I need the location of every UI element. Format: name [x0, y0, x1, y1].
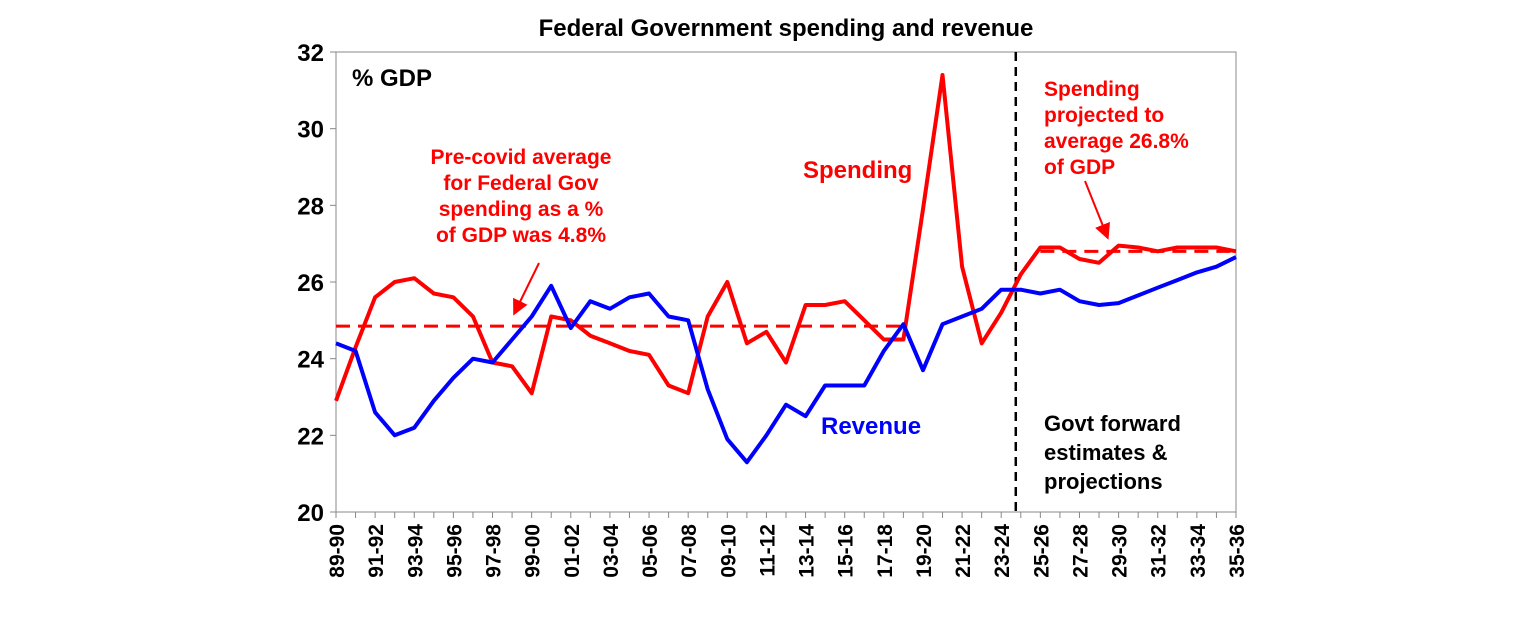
- annotation-line: Spending: [1044, 78, 1140, 101]
- x-tick-label: 21-22: [952, 524, 975, 578]
- annotation-line: for Federal Gov: [443, 172, 599, 195]
- spending-series-label: Spending: [803, 157, 912, 184]
- y-tick-label: 26: [297, 270, 324, 297]
- projected-arrow: [1084, 180, 1110, 240]
- precovid-annotation: Pre-covid average for Federal Gov spendi…: [431, 146, 612, 247]
- y-tick-label: 22: [297, 423, 324, 450]
- x-tick-label: 91-92: [365, 524, 388, 578]
- x-axis: 89-90 91-92 93-94 95-96 97-98 99-00 01-02 03-04…: [326, 512, 1249, 578]
- series-lines: [334, 73, 1237, 465]
- annotation-line: projections: [1044, 469, 1163, 494]
- x-tick-label: 97-98: [483, 524, 506, 578]
- y-tick-label: 32: [297, 40, 324, 67]
- annotation-line: of GDP was 4.8%: [436, 224, 606, 247]
- annotation-line: average 26.8%: [1044, 130, 1189, 153]
- revenue-series-label: Revenue: [821, 413, 921, 440]
- x-tick-label: 25-26: [1030, 524, 1053, 578]
- x-tick-label: 11-12: [756, 524, 779, 577]
- x-tick-label: 05-06: [639, 524, 662, 578]
- x-tick-label: 95-96: [443, 524, 466, 578]
- y-tick-label: 28: [297, 193, 324, 220]
- annotation-line: Pre-covid average: [431, 146, 612, 169]
- y-tick-label: 30: [297, 117, 324, 144]
- x-tick-label: 15-16: [835, 524, 858, 578]
- annotation-line: estimates &: [1044, 440, 1168, 465]
- y-tick-label: 20: [297, 500, 324, 527]
- x-tick-label: 13-14: [796, 524, 819, 578]
- annotation-line: Govt forward: [1044, 411, 1181, 436]
- x-tick-label: 35-36: [1226, 524, 1249, 578]
- forward-annotation: Govt forward estimates & projections: [1044, 411, 1181, 494]
- x-tick-label: 03-04: [600, 524, 623, 578]
- x-tick-label: 19-20: [913, 524, 936, 578]
- chart-title: Federal Government spending and revenue: [539, 15, 1034, 42]
- x-tick-label: 31-32: [1148, 524, 1171, 578]
- annotation-line: spending as a %: [439, 198, 604, 221]
- spending-line: [334, 73, 1237, 402]
- projected-annotation: Spending projected to average 26.8% of G…: [1044, 78, 1189, 179]
- x-tick-label: 01-02: [561, 524, 584, 578]
- x-tick-label: 09-10: [717, 524, 740, 578]
- annotation-line: projected to: [1044, 104, 1164, 127]
- revenue-line: [335, 255, 1237, 465]
- precovid-arrow: [513, 262, 540, 316]
- x-tick-label: 89-90: [326, 524, 349, 578]
- x-tick-label: 93-94: [404, 524, 427, 578]
- x-tick-label: 99-00: [522, 524, 545, 578]
- y-tick-label: 24: [297, 347, 324, 374]
- x-tick-label: 17-18: [874, 524, 897, 578]
- x-tick-label: 29-30: [1109, 524, 1132, 578]
- x-tick-label: 23-24: [991, 524, 1014, 578]
- unit-label: % GDP: [352, 65, 432, 92]
- x-tick-label: 07-08: [678, 524, 701, 578]
- x-tick-label: 33-34: [1187, 524, 1210, 578]
- annotation-line: of GDP: [1044, 156, 1115, 179]
- y-axis: 20 22 24 26 28 30 32: [297, 40, 336, 527]
- x-tick-label: 27-28: [1069, 524, 1092, 578]
